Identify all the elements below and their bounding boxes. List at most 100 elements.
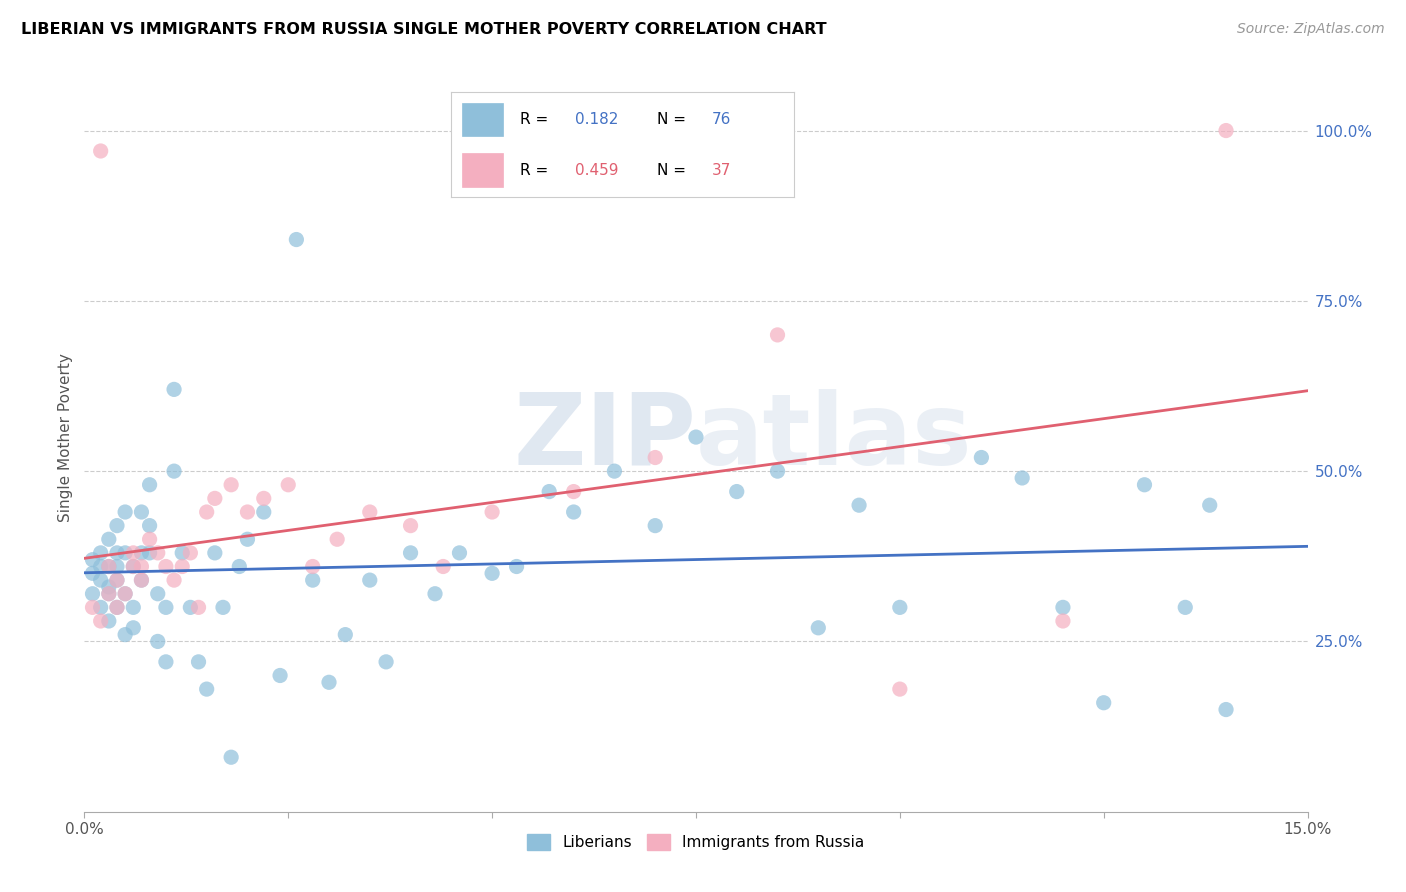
Point — [97, 587, 120, 601]
Point — [204, 491, 226, 506]
Point — [90, 546, 112, 560]
Point — [122, 600, 145, 615]
Point — [326, 533, 349, 547]
Point — [285, 233, 308, 247]
Point — [603, 464, 626, 478]
Point — [277, 477, 299, 491]
Point — [90, 144, 112, 158]
Point — [423, 587, 446, 601]
Point — [97, 533, 120, 547]
Point — [301, 573, 323, 587]
Point — [90, 614, 112, 628]
Point — [219, 477, 242, 491]
Point — [1052, 600, 1074, 615]
Point — [146, 546, 169, 560]
Point — [172, 559, 194, 574]
Point — [97, 587, 120, 601]
Point — [644, 518, 666, 533]
Point — [90, 573, 112, 587]
Point — [82, 587, 104, 601]
Point — [82, 600, 104, 615]
Point — [105, 518, 128, 533]
Point — [195, 682, 218, 697]
Point — [155, 655, 177, 669]
Point — [236, 505, 259, 519]
Point — [105, 573, 128, 587]
Text: LIBERIAN VS IMMIGRANTS FROM RUSSIA SINGLE MOTHER POVERTY CORRELATION CHART: LIBERIAN VS IMMIGRANTS FROM RUSSIA SINGL… — [21, 22, 827, 37]
Point — [399, 546, 422, 560]
Point — [538, 484, 561, 499]
Point — [318, 675, 340, 690]
Point — [138, 546, 160, 560]
Point — [163, 573, 186, 587]
Point — [970, 450, 993, 465]
Point — [481, 566, 503, 581]
Point — [90, 559, 112, 574]
Point — [848, 498, 870, 512]
Point — [82, 552, 104, 566]
Legend: Liberians, Immigrants from Russia: Liberians, Immigrants from Russia — [522, 829, 870, 856]
Point — [766, 464, 789, 478]
Point — [187, 600, 209, 615]
Point — [146, 634, 169, 648]
Point — [889, 682, 911, 697]
Text: atlas: atlas — [696, 389, 973, 485]
Point — [195, 505, 218, 519]
Point — [97, 559, 120, 574]
Point — [82, 566, 104, 581]
Point — [122, 546, 145, 560]
Point — [146, 587, 169, 601]
Point — [807, 621, 830, 635]
Point — [114, 546, 136, 560]
Point — [172, 546, 194, 560]
Point — [228, 559, 250, 574]
Point — [212, 600, 235, 615]
Point — [187, 655, 209, 669]
Point — [1215, 123, 1237, 137]
Point — [105, 559, 128, 574]
Point — [179, 600, 201, 615]
Point — [449, 546, 471, 560]
Point — [97, 559, 120, 574]
Point — [562, 505, 585, 519]
Point — [236, 533, 259, 547]
Point — [219, 750, 242, 764]
Point — [269, 668, 291, 682]
Point — [131, 546, 153, 560]
Point — [163, 464, 186, 478]
Y-axis label: Single Mother Poverty: Single Mother Poverty — [58, 352, 73, 522]
Point — [359, 573, 381, 587]
Point — [131, 559, 153, 574]
Point — [97, 580, 120, 594]
Point — [1174, 600, 1197, 615]
Point — [399, 518, 422, 533]
Point — [138, 477, 160, 491]
Point — [301, 559, 323, 574]
Point — [97, 614, 120, 628]
Point — [505, 559, 527, 574]
Point — [335, 627, 357, 641]
Point — [562, 484, 585, 499]
Point — [105, 546, 128, 560]
Point — [375, 655, 398, 669]
Point — [1092, 696, 1115, 710]
Point — [122, 559, 145, 574]
Point — [1052, 614, 1074, 628]
Point — [889, 600, 911, 615]
Point — [359, 505, 381, 519]
Point — [253, 491, 276, 506]
Point — [90, 600, 112, 615]
Point — [105, 573, 128, 587]
Point — [114, 587, 136, 601]
Point — [122, 621, 145, 635]
Point — [1198, 498, 1220, 512]
Point — [114, 587, 136, 601]
Point — [114, 505, 136, 519]
Point — [253, 505, 276, 519]
Point — [138, 533, 160, 547]
Point — [131, 505, 153, 519]
Point — [432, 559, 454, 574]
Point — [204, 546, 226, 560]
Point — [1011, 471, 1033, 485]
Point — [155, 600, 177, 615]
